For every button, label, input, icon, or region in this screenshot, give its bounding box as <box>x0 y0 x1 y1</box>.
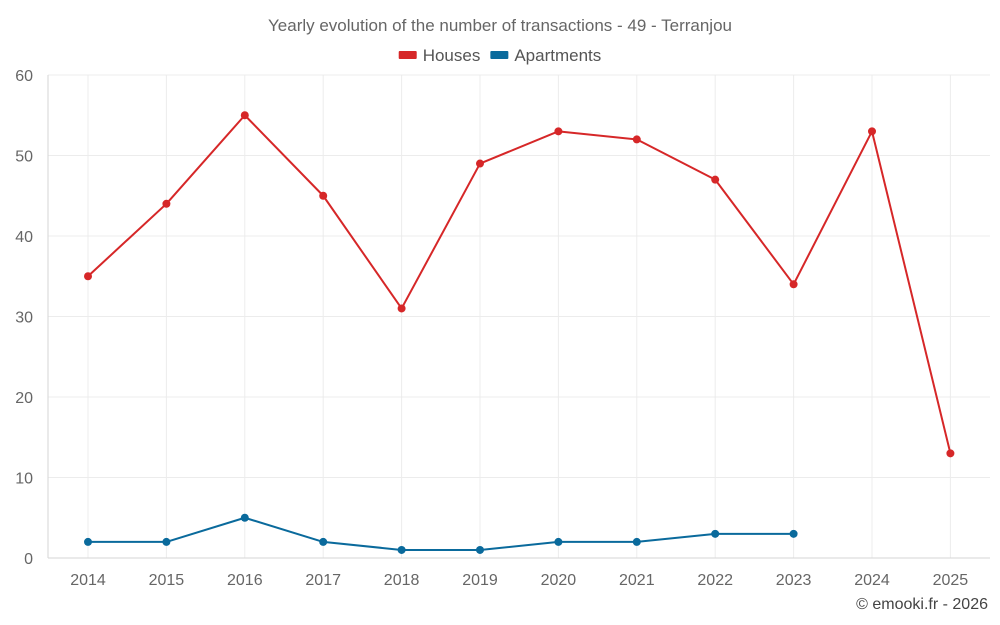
y-tick-label: 50 <box>15 149 33 166</box>
x-tick-label: 2023 <box>776 572 812 589</box>
houses-point-2019[interactable] <box>476 159 484 168</box>
apartments-point-2019[interactable] <box>476 545 484 554</box>
apartments-point-2018[interactable] <box>397 545 406 554</box>
y-tick-label: 40 <box>15 229 33 246</box>
legend-swatch <box>398 51 417 59</box>
gridlines <box>48 74 990 558</box>
x-tick-label: 2019 <box>462 572 498 589</box>
houses-point-2023[interactable] <box>789 280 798 289</box>
legend-label: Houses <box>423 46 481 65</box>
y-tick-label: 30 <box>15 310 33 327</box>
y-tick-label: 60 <box>15 68 33 85</box>
y-tick-label: 10 <box>15 471 33 488</box>
houses-point-2022[interactable] <box>711 175 720 184</box>
y-tick-label: 0 <box>24 551 33 568</box>
y-tick-label: 20 <box>15 390 33 407</box>
apartments-point-2022[interactable] <box>711 529 720 538</box>
houses-point-2020[interactable] <box>554 127 563 136</box>
houses-point-2016[interactable] <box>240 111 249 120</box>
credit-text: © emooki.fr - 2026 <box>856 596 988 613</box>
houses-point-2017[interactable] <box>319 191 328 200</box>
legend-item-houses[interactable]: Houses <box>398 46 481 65</box>
apartments-point-2023[interactable] <box>789 529 798 538</box>
x-tick-label: 2020 <box>541 572 577 589</box>
houses-point-2024[interactable] <box>868 127 876 136</box>
legend-item-apartments[interactable]: Apartments <box>490 46 601 65</box>
houses-point-2021[interactable] <box>632 135 641 144</box>
apartments-line <box>88 516 794 551</box>
apartments-point-2016[interactable] <box>240 513 249 522</box>
apartments-point-2021[interactable] <box>632 537 641 546</box>
houses-line <box>87 114 952 454</box>
x-tick-label: 2018 <box>384 572 420 589</box>
apartments-point-2015[interactable] <box>162 537 171 546</box>
apartments-point-2017[interactable] <box>319 537 328 546</box>
series-apartments <box>84 513 798 554</box>
x-tick-label: 2015 <box>149 572 185 589</box>
x-tick-label: 2014 <box>70 572 106 589</box>
axes: 0 10 20 30 40 50 60 2014 2015 2016 2017 2018 2019 202… <box>15 68 990 589</box>
series-houses <box>84 111 955 458</box>
x-tick-label: 2022 <box>697 572 733 589</box>
apartments-point-2014[interactable] <box>84 537 92 546</box>
x-tick-label: 2024 <box>854 572 890 589</box>
legend-label: Apartments <box>514 46 601 65</box>
x-tick-label: 2025 <box>933 572 969 589</box>
houses-point-2025[interactable] <box>946 449 955 458</box>
apartments-point-2020[interactable] <box>554 537 563 546</box>
legend: Houses Apartments <box>398 46 601 65</box>
x-tick-label: 2017 <box>305 572 341 589</box>
houses-point-2018[interactable] <box>397 304 406 313</box>
chart-title: Yearly evolution of the number of transa… <box>268 16 732 35</box>
x-tick-label: 2016 <box>227 572 263 589</box>
legend-swatch <box>490 51 509 59</box>
houses-point-2014[interactable] <box>84 272 92 281</box>
houses-point-2015[interactable] <box>162 199 171 208</box>
x-tick-label: 2021 <box>619 572 655 589</box>
series-layer <box>84 111 955 554</box>
